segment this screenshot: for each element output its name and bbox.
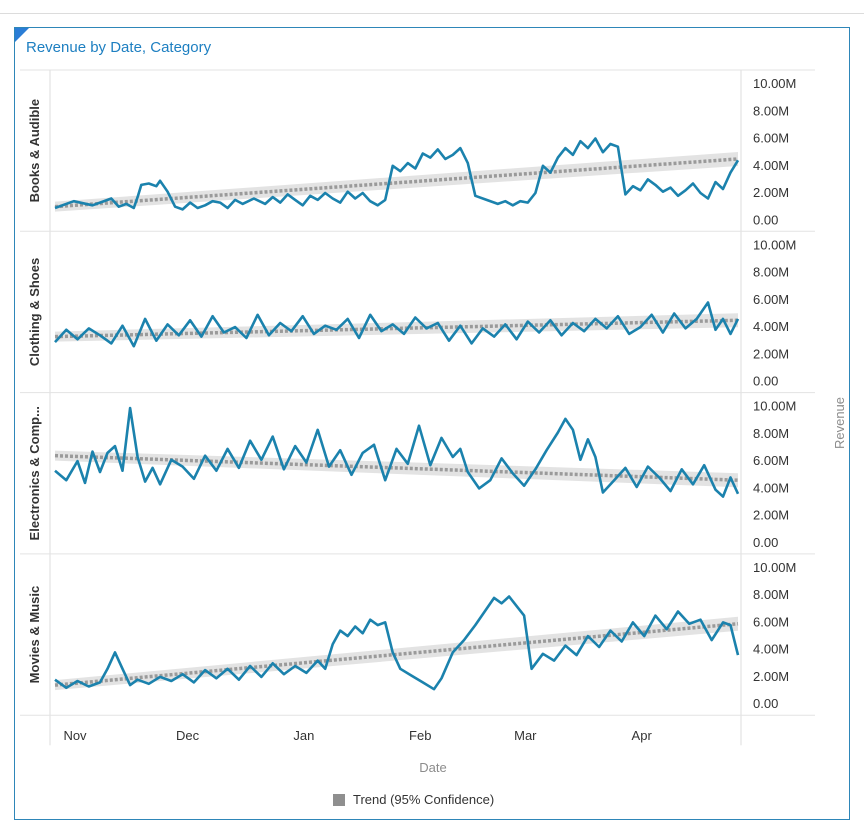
y-tick-label: 0.00 — [753, 212, 778, 227]
y-tick-label: 10.00M — [753, 237, 796, 252]
y-tick-label: 0.00 — [753, 374, 778, 389]
y-tick-label: 4.00M — [753, 158, 789, 173]
y-tick-label: 4.00M — [753, 480, 789, 495]
series-line — [54, 595, 740, 691]
y-tick-label: 6.00M — [753, 292, 789, 307]
x-tick-label: Apr — [632, 728, 653, 743]
y-tick-label: 2.00M — [753, 669, 789, 684]
series-line — [54, 137, 740, 211]
x-tick-label: Dec — [176, 728, 200, 743]
x-tick-label: Nov — [63, 728, 87, 743]
y-tick-label: 8.00M — [753, 103, 789, 118]
y-tick-label: 8.00M — [753, 426, 789, 441]
y-tick-label: 2.00M — [753, 185, 789, 200]
category-label: Clothing & Shoes — [27, 258, 42, 366]
y-tick-label: 6.00M — [753, 131, 789, 146]
y-tick-label: 10.00M — [753, 399, 796, 414]
chart-title: Revenue by Date, Category — [26, 39, 212, 56]
y-tick-label: 8.00M — [753, 265, 789, 280]
x-tick-label: Feb — [409, 728, 431, 743]
legend-trend-label: Trend (95% Confidence) — [353, 792, 495, 807]
y-tick-label: 6.00M — [753, 614, 789, 629]
trend-line — [54, 453, 739, 482]
y-axis-title: Revenue — [832, 397, 847, 449]
y-tick-label: 4.00M — [753, 642, 789, 657]
y-tick-label: 10.00M — [753, 560, 796, 575]
y-tick-label: 10.00M — [753, 76, 796, 91]
category-label: Movies & Music — [27, 586, 42, 684]
panel-corner-marker — [15, 28, 29, 42]
top-divider — [0, 13, 864, 14]
x-tick-label: Jan — [293, 728, 314, 743]
y-tick-label: 2.00M — [753, 346, 789, 361]
revenue-chart: Books & Audible 10.00M 8.00M 6.00M 4.00M 2.00… — [20, 69, 847, 775]
series-line — [54, 301, 740, 348]
trend-line — [54, 157, 739, 209]
legend[interactable]: Trend (95% Confidence) — [333, 792, 494, 807]
trend-line — [54, 622, 739, 687]
y-tick-label: 4.00M — [753, 319, 789, 334]
chart-panel: Revenue by Date, Category Books & Audibl… — [14, 27, 850, 820]
y-tick-label: 0.00 — [753, 696, 778, 711]
x-axis-title: Date — [419, 760, 446, 775]
y-tick-label: 0.00 — [753, 535, 778, 550]
x-tick-label: Mar — [514, 728, 537, 743]
y-tick-label: 6.00M — [753, 453, 789, 468]
category-label: Books & Audible — [27, 99, 42, 203]
y-tick-label: 8.00M — [753, 587, 789, 602]
legend-trend-swatch — [333, 793, 345, 806]
series-line — [54, 406, 740, 498]
category-label: Electronics & Comp... — [27, 406, 42, 540]
y-tick-label: 2.00M — [753, 508, 789, 523]
